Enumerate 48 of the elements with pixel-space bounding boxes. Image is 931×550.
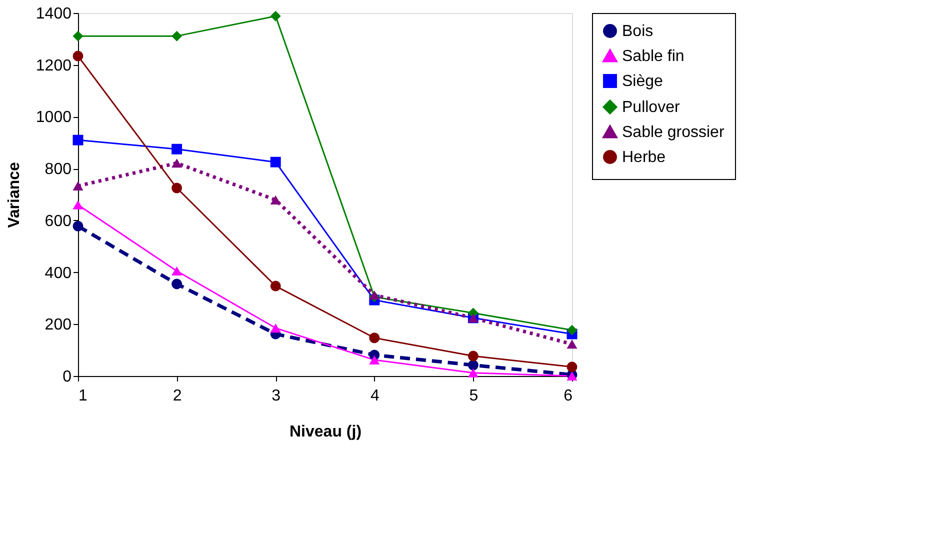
point <box>72 181 84 190</box>
y-tick-label: 400 <box>44 264 72 282</box>
point <box>172 30 182 42</box>
point <box>172 266 182 276</box>
point <box>172 182 182 194</box>
point <box>468 360 478 370</box>
point <box>566 340 578 349</box>
y-tick-label: 1200 <box>36 57 72 74</box>
point <box>172 144 182 154</box>
y-tick-label: 200 <box>44 316 72 334</box>
x-tick-label: 4 <box>370 388 380 404</box>
legend-label: Herbe <box>622 149 666 166</box>
point <box>270 323 281 333</box>
legend-label: Sable grossier <box>622 124 725 141</box>
point <box>72 50 84 62</box>
x-tick-label: 3 <box>272 388 281 404</box>
y-tick-label: 600 <box>44 212 72 230</box>
x-axis-title: Niveau (j) <box>289 424 362 440</box>
x-tick-label: 5 <box>469 388 478 404</box>
point <box>468 368 478 378</box>
point <box>369 290 380 300</box>
point <box>270 10 281 22</box>
x-tick-label: 2 <box>172 388 182 404</box>
legend-label: Bois <box>622 23 654 40</box>
point <box>566 362 578 372</box>
y-tick-label: 800 <box>44 161 72 178</box>
point <box>270 195 281 204</box>
legend-label: Pullover <box>622 99 680 116</box>
point <box>72 200 84 210</box>
point <box>72 220 84 232</box>
point <box>172 278 182 290</box>
point <box>369 355 380 364</box>
point <box>369 332 380 344</box>
point <box>72 134 84 146</box>
point <box>270 156 281 168</box>
x-tick-label: 1 <box>78 388 88 404</box>
point <box>566 324 578 336</box>
point <box>172 158 182 168</box>
x-tick-label: 6 <box>564 388 573 404</box>
legend-label: Siège <box>622 73 664 90</box>
y-tick-label: 1400 <box>36 6 72 22</box>
y-tick-label: 1000 <box>36 109 72 126</box>
point <box>72 30 84 42</box>
y-axis-title: Variance <box>6 162 23 228</box>
y-tick-label: 0 <box>62 368 72 386</box>
legend-label: Sable fin <box>622 48 684 65</box>
point <box>468 350 478 362</box>
point <box>270 280 281 292</box>
